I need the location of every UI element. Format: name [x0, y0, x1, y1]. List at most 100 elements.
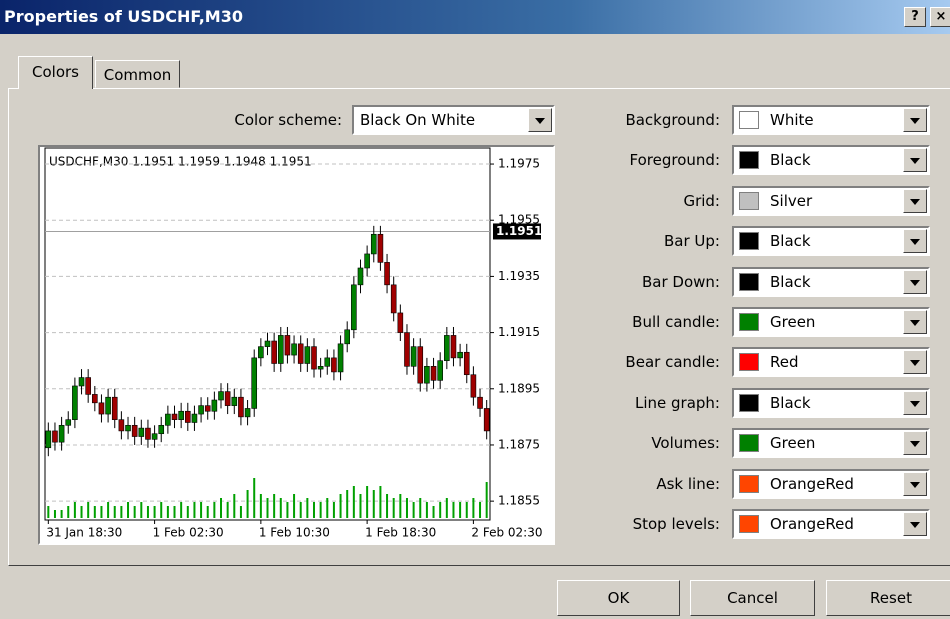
- dropdown-button[interactable]: [903, 350, 927, 375]
- dropdown-button[interactable]: [903, 269, 927, 294]
- title-bar: Properties of USDCHF,M30: [0, 0, 950, 34]
- button[interactable]: OK: [557, 580, 680, 616]
- volume-bar: [445, 498, 448, 518]
- candle-body: [483, 408, 490, 432]
- color-name: Black: [770, 393, 811, 412]
- volume-bar: [180, 502, 183, 518]
- volume-bar: [253, 478, 256, 518]
- color-combo[interactable]: Black: [732, 266, 930, 297]
- candle-body: [211, 399, 218, 412]
- dropdown-button[interactable]: [528, 108, 552, 132]
- color-combo[interactable]: Silver: [732, 185, 930, 216]
- volume-bar: [386, 494, 389, 518]
- candle-body: [72, 385, 78, 420]
- volume-bar: [160, 502, 163, 518]
- volume-bar: [326, 498, 329, 518]
- volume-bar: [419, 498, 422, 518]
- volume-bar: [286, 502, 289, 518]
- color-combo[interactable]: OrangeRed: [732, 509, 930, 539]
- title-button[interactable]: ×: [930, 7, 950, 27]
- color-swatch: [739, 232, 759, 251]
- color-combo[interactable]: Green: [732, 307, 930, 337]
- candle-body: [457, 351, 463, 359]
- volume-bar: [259, 494, 262, 518]
- last-price-label: 1.1951: [496, 224, 542, 238]
- volume-bar: [279, 498, 282, 518]
- candle-body: [65, 419, 72, 426]
- volume-bar: [312, 502, 315, 518]
- x-tick-label: 2 Feb 02:30: [471, 526, 542, 540]
- chart-header: USDCHF,M30 1.1951 1.1959 1.1948 1.1951: [49, 155, 312, 169]
- dropdown-button[interactable]: [903, 512, 927, 536]
- volume-bar: [273, 494, 276, 518]
- color-swatch: [739, 393, 759, 412]
- dropdown-button[interactable]: [903, 188, 927, 213]
- candle-body: [437, 360, 443, 381]
- color-name: Black: [770, 232, 811, 251]
- volume-bar: [319, 502, 322, 518]
- color-combo[interactable]: Black: [732, 145, 930, 176]
- color-name: Green: [770, 434, 816, 453]
- candle-body: [258, 346, 264, 359]
- volume-bar: [200, 502, 203, 518]
- candle-body: [277, 335, 284, 364]
- candle-body: [105, 396, 111, 415]
- volume-bar: [73, 502, 76, 518]
- volume-bar: [153, 506, 156, 518]
- candle-body: [450, 335, 457, 359]
- color-swatch: [739, 272, 759, 291]
- setting-label: Line graph:: [635, 393, 720, 412]
- dropdown-button[interactable]: [903, 108, 927, 132]
- color-combo[interactable]: Black: [732, 226, 930, 257]
- dropdown-button[interactable]: [903, 471, 927, 496]
- volume-bar: [425, 502, 428, 518]
- volume-bar: [412, 502, 415, 518]
- candle-body: [417, 346, 424, 384]
- color-combo[interactable]: OrangeRed: [732, 468, 930, 499]
- volume-bar: [186, 506, 189, 518]
- tab-panel: [8, 88, 950, 566]
- candle-body: [191, 413, 198, 423]
- button[interactable]: Reset: [826, 580, 950, 616]
- candle-body: [397, 312, 404, 333]
- volume-bar: [339, 494, 342, 518]
- volume-bar: [213, 502, 216, 518]
- dropdown-button[interactable]: [903, 431, 927, 456]
- volume-bar: [193, 502, 196, 518]
- dropdown-button[interactable]: [903, 390, 927, 415]
- candle-body: [271, 340, 277, 364]
- setting-label: Bear candle:: [625, 353, 720, 372]
- volume-bar: [133, 506, 136, 518]
- button[interactable]: Cancel: [690, 580, 815, 616]
- volume-bar: [47, 506, 50, 518]
- color-swatch: [739, 191, 759, 210]
- volume-bar: [140, 502, 143, 518]
- candle-body: [165, 413, 171, 426]
- candle-body: [151, 433, 158, 440]
- x-tick-label: 1 Feb 18:30: [365, 526, 436, 540]
- y-tick-label: 1.1935: [498, 269, 540, 283]
- volume-bar: [53, 510, 56, 518]
- tab[interactable]: Colors: [18, 56, 93, 89]
- volume-bar: [113, 506, 116, 518]
- color-scheme-combo[interactable]: Black On White: [352, 105, 555, 135]
- candle-body: [317, 366, 324, 370]
- dropdown-button[interactable]: [903, 229, 927, 254]
- dropdown-button[interactable]: [903, 148, 927, 173]
- color-combo[interactable]: White: [732, 105, 930, 135]
- color-combo[interactable]: Green: [732, 428, 930, 459]
- candle-body: [351, 284, 357, 331]
- y-tick-label: 1.1955: [498, 213, 540, 227]
- tab[interactable]: Common: [95, 60, 180, 88]
- volume-bar: [226, 502, 229, 518]
- volume-bar: [379, 486, 382, 518]
- dropdown-button[interactable]: [903, 310, 927, 334]
- candle-body: [92, 394, 98, 404]
- volume-bar: [392, 498, 395, 518]
- color-combo[interactable]: Red: [732, 347, 930, 378]
- color-combo[interactable]: Black: [732, 387, 930, 418]
- x-tick-label: 31 Jan 18:30: [46, 526, 122, 540]
- volume-bar: [93, 506, 96, 518]
- candle-body: [463, 351, 470, 376]
- title-button[interactable]: ?: [904, 7, 926, 27]
